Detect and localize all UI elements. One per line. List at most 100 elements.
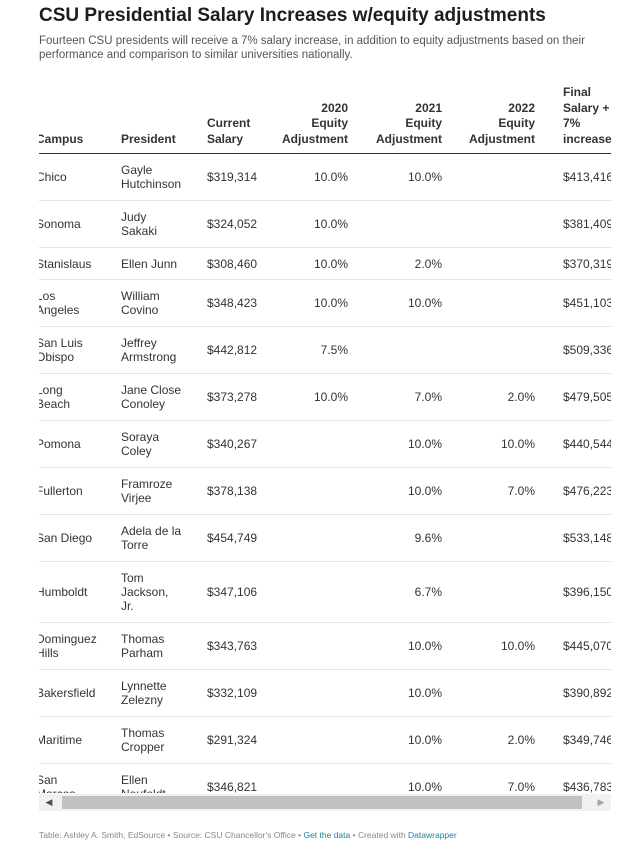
table-scroll-viewport[interactable]: Campus President Current Salary 2020 Equ…: [39, 80, 611, 793]
cell-final-salary: $381,409: [544, 201, 611, 247]
cell-campus: Bakersfield: [39, 670, 114, 716]
table-row: Pomona Soraya Coley $340,267 10.0% 10.0% $440…: [39, 421, 611, 468]
table-header: Campus President Current Salary 2020 Equ…: [39, 80, 611, 154]
cell-campus-text: Long Beach: [39, 383, 71, 411]
cell-2020-equity: 10.0%: [276, 374, 348, 420]
cell-president: Tom Jackson, Jr.: [121, 562, 196, 622]
cell-final-salary-text: $396,150: [563, 585, 611, 599]
header-2021-equity[interactable]: 2021 Equity Adjustment: [376, 100, 442, 146]
cell-2021-equity: 10.0%: [366, 717, 442, 763]
cell-president-text: Soraya Coley: [121, 430, 160, 458]
cell-final-salary-text: $445,070: [563, 639, 611, 653]
cell-2022-equity-text: 10.0%: [500, 639, 535, 653]
arrow-right-icon: ▶: [597, 797, 605, 807]
cell-president-text: Adela de la Torre: [121, 524, 182, 552]
cell-final-salary-text: $533,148: [563, 531, 611, 545]
cell-final-salary-text: $509,336: [563, 343, 611, 357]
cell-president: William Covino: [121, 280, 196, 326]
cell-final-salary-text: $381,409: [563, 217, 611, 231]
cell-president: Ellen Neufeldt: [121, 764, 196, 793]
cell-2020-equity: 10.0%: [276, 248, 348, 279]
cell-president-text: Judy Sakaki: [121, 210, 158, 238]
cell-2021-equity-text: 10.0%: [407, 686, 442, 700]
cell-campus-text: Chico: [39, 170, 67, 184]
cell-final-salary-text: $479,505: [563, 390, 611, 404]
cell-2021-equity-text: 2.0%: [414, 256, 442, 271]
cell-final-salary: $349,746: [544, 717, 611, 763]
cell-2022-equity: 7.0%: [456, 468, 535, 514]
cell-final-salary-text: $476,223: [563, 484, 611, 498]
table-row: San Luis Obispo Jeffrey Armstrong $442,812…: [39, 327, 611, 374]
cell-2020-equity: [276, 670, 348, 716]
cell-2021-equity-text: 9.6%: [414, 531, 442, 545]
cell-president-text: Ellen Neufeldt: [121, 773, 166, 793]
header-final-salary[interactable]: Final Salary + 7% increase: [563, 85, 611, 146]
cell-current-salary-text: $454,749: [207, 531, 258, 545]
get-the-data-link[interactable]: Get the data: [303, 830, 351, 840]
cell-2022-equity: [456, 670, 535, 716]
cell-campus: San Marcos: [39, 764, 114, 793]
cell-final-salary: $370,319: [544, 248, 611, 279]
cell-current-salary: $454,749: [207, 515, 277, 561]
cell-current-salary: $378,138: [207, 468, 277, 514]
cell-2021-equity: 10.0%: [366, 154, 442, 200]
table-row: Stanislaus Ellen Junn $308,460 10.0% 2.0% $37…: [39, 248, 611, 280]
cell-2020-equity: [276, 515, 348, 561]
footer-credit: Table: Ashley A. Smith, EdSource: [39, 830, 166, 840]
cell-2022-equity: 7.0%: [456, 764, 535, 793]
cell-president: Thomas Parham: [121, 623, 196, 669]
cell-final-salary: $390,892: [544, 670, 611, 716]
cell-current-salary-text: $332,109: [207, 686, 258, 700]
cell-campus: Maritime: [39, 717, 114, 763]
cell-president-text: Jeffrey Armstrong: [121, 336, 177, 364]
cell-2020-equity: [276, 623, 348, 669]
cell-2022-equity-text: 2.0%: [507, 390, 535, 404]
datawrapper-link[interactable]: Datawrapper: [408, 830, 457, 840]
scrollbar-thumb[interactable]: [62, 796, 582, 809]
cell-2022-equity: [456, 327, 535, 373]
cell-2021-equity-text: 10.0%: [407, 733, 442, 747]
horizontal-scrollbar[interactable]: ◀ ▶: [39, 794, 611, 811]
table-row: Humboldt Tom Jackson, Jr. $347,106 6.7% $396…: [39, 562, 611, 623]
cell-campus-text: Maritime: [39, 733, 83, 747]
cell-campus: Sonoma: [39, 201, 114, 247]
cell-2020-equity: 7.5%: [276, 327, 348, 373]
cell-president: Jeffrey Armstrong: [121, 327, 196, 373]
cell-current-salary-text: $348,423: [207, 296, 258, 310]
cell-2022-equity: 10.0%: [456, 421, 535, 467]
header-2020-equity[interactable]: 2020 Equity Adjustment: [282, 100, 348, 146]
header-2022-equity[interactable]: 2022 Equity Adjustment: [469, 100, 535, 146]
cell-current-salary: $343,763: [207, 623, 277, 669]
cell-current-salary-text: $340,267: [207, 437, 258, 451]
cell-2021-equity: 10.0%: [366, 764, 442, 793]
header-campus[interactable]: Campus: [39, 131, 84, 146]
cell-final-salary: $509,336: [544, 327, 611, 373]
cell-final-salary-text: $451,103: [563, 296, 611, 310]
cell-current-salary-text: $346,821: [207, 780, 258, 793]
footer-separator: •: [350, 830, 358, 840]
cell-2020-equity: 10.0%: [276, 154, 348, 200]
cell-campus: Dominguez Hills: [39, 623, 114, 669]
header-current-salary[interactable]: Current Salary: [207, 116, 251, 146]
header-president[interactable]: President: [121, 131, 176, 146]
scroll-left-button[interactable]: ◀: [39, 794, 59, 811]
cell-campus-text: Pomona: [39, 437, 81, 451]
cell-2021-equity: 10.0%: [366, 623, 442, 669]
table-body: Chico Gayle Hutchinson $319,314 10.0% 10.0% $…: [39, 154, 611, 793]
cell-2021-equity: [366, 201, 442, 247]
cell-president: Thomas Cropper: [121, 717, 196, 763]
cell-final-salary: $479,505: [544, 374, 611, 420]
cell-current-salary: $332,109: [207, 670, 277, 716]
cell-2022-equity: [456, 515, 535, 561]
cell-campus-text: San Diego: [39, 531, 93, 545]
cell-2022-equity-text: 7.0%: [507, 780, 535, 793]
cell-president: Lynnette Zelezny: [121, 670, 196, 716]
cell-president: Adela de la Torre: [121, 515, 196, 561]
cell-president-text: Lynnette Zelezny: [121, 679, 167, 707]
cell-president: Soraya Coley: [121, 421, 196, 467]
cell-final-salary: $451,103: [544, 280, 611, 326]
scroll-right-button[interactable]: ▶: [591, 794, 611, 811]
cell-current-salary: $373,278: [207, 374, 277, 420]
cell-2020-equity: [276, 421, 348, 467]
